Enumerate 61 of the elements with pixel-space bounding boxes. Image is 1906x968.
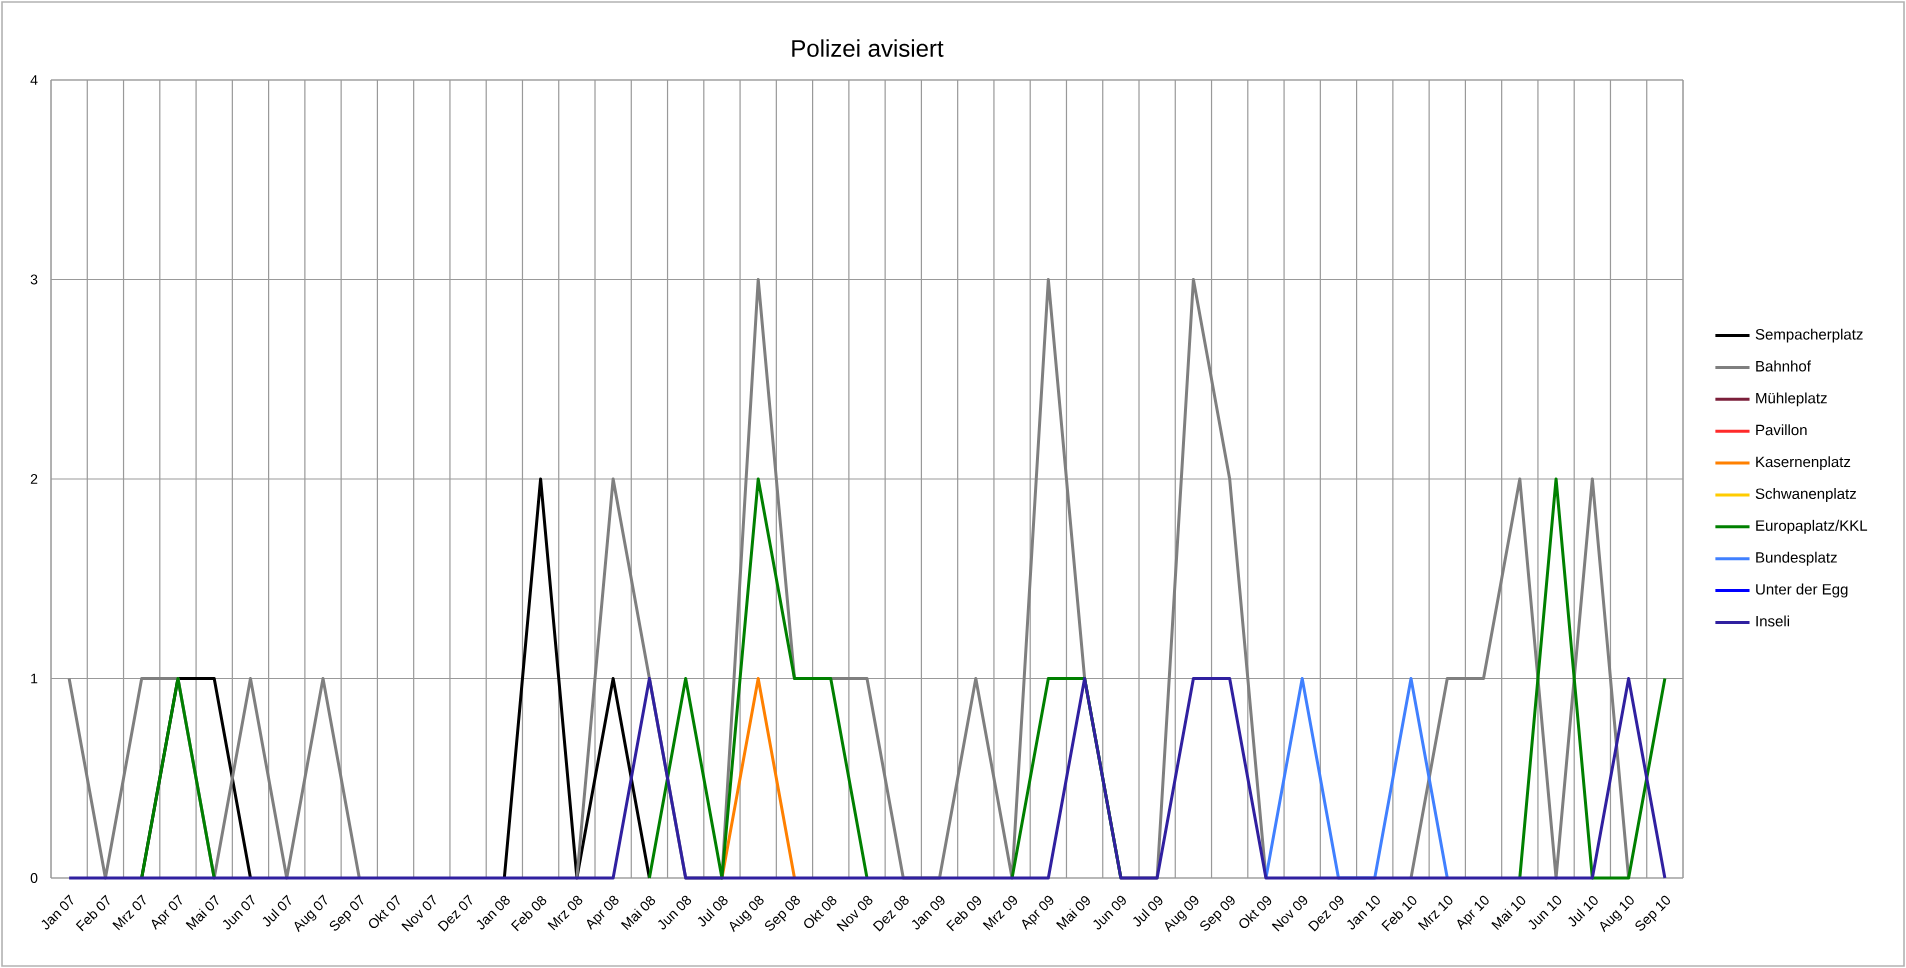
x-tick-label: Dez 07 [437,894,473,932]
y-tick-label: 1 [31,673,38,684]
x-tick-label: Aug 10 [1600,895,1634,933]
x-tick-label: Sep 09 [1200,895,1235,931]
x-tick-label: Okt 08 [804,895,837,929]
x-tick-label: Dez 09 [1308,895,1344,932]
y-tick-label: 4 [30,75,38,85]
x-tick-label: Apr 08 [586,895,619,931]
y-tick-label: 0 [30,873,38,883]
x-tick-label: Apr 10 [1457,895,1489,931]
x-tick-label: Aug 07 [294,894,328,933]
x-tick-label: Jun 07 [222,894,255,930]
y-tick-label: 2 [30,474,38,484]
legend-label: Inseli [1756,615,1790,627]
legend-label: Mühleplatz [1756,392,1827,407]
legend-label: Sempacherplatz [1755,328,1863,343]
legend-label: Kasernenplatz [1756,456,1851,471]
x-tick-label: Aug 09 [1164,895,1199,933]
x-tick-label: Jan 07 [41,894,74,930]
x-tick-label: Jun 10 [1528,895,1562,930]
x-tick-label: Mrz 08 [547,895,583,931]
x-tick-label: Jul 07 [262,894,292,927]
x-tick-label: Nov 09 [1271,895,1308,932]
x-tick-label: Apr 07 [151,894,183,931]
x-tick-label: Jan 09 [911,895,945,930]
legend-label: Bundesplatz [1756,551,1837,566]
x-tick-label: Feb 10 [1381,896,1417,932]
x-tick-label: Feb 08 [510,895,547,932]
x-tick-label: Mai 10 [1491,896,1526,931]
x-tick-label: Mai 08 [620,895,656,931]
x-tick-label: Mai 09 [1056,896,1090,931]
x-tick-label: Jan 10 [1347,895,1380,930]
legend-label: Unter der Egg [1756,583,1848,598]
x-tick-label: Okt 07 [368,894,400,929]
x-tick-label: Jun 09 [1093,895,1126,930]
legend-label: Europaplatz/KKL [1756,519,1868,534]
x-tick-label: Aug 08 [729,895,764,933]
x-tick-label: Mrz 10 [1417,895,1453,931]
x-tick-label: Jul 08 [697,895,728,927]
x-tick-label: Jun 08 [658,895,692,930]
legend-label: Bahnhof [1756,360,1811,372]
legend-label: Pavillon [1756,424,1807,436]
x-tick-label: Sep 08 [764,895,800,931]
x-tick-label: Nov 07 [401,894,436,932]
x-tick-label: Mrz 07 [112,894,146,931]
x-tick-label: Jul 10 [1568,896,1598,927]
x-tick-label: Okt 09 [1239,896,1272,929]
x-tick-label: Sep 07 [329,894,364,931]
x-tick-label: Feb 09 [946,896,982,932]
y-tick-label: 3 [30,274,38,285]
x-tick-label: Mai 07 [185,894,219,931]
x-tick-label: Dez 08 [872,895,909,932]
x-tick-label: Mrz 09 [982,895,1018,931]
x-tick-label: Sep 10 [1635,895,1671,931]
x-tick-label: Jul 09 [1133,896,1163,927]
x-tick-label: Jan 08 [476,895,510,930]
x-tick-label: Nov 08 [836,895,873,932]
legend-label: Schwanenplatz [1755,488,1856,502]
x-tick-label: Apr 09 [1022,895,1054,931]
chart-title: Polizei avisiert [792,39,944,57]
x-tick-label: Feb 07 [75,894,110,932]
